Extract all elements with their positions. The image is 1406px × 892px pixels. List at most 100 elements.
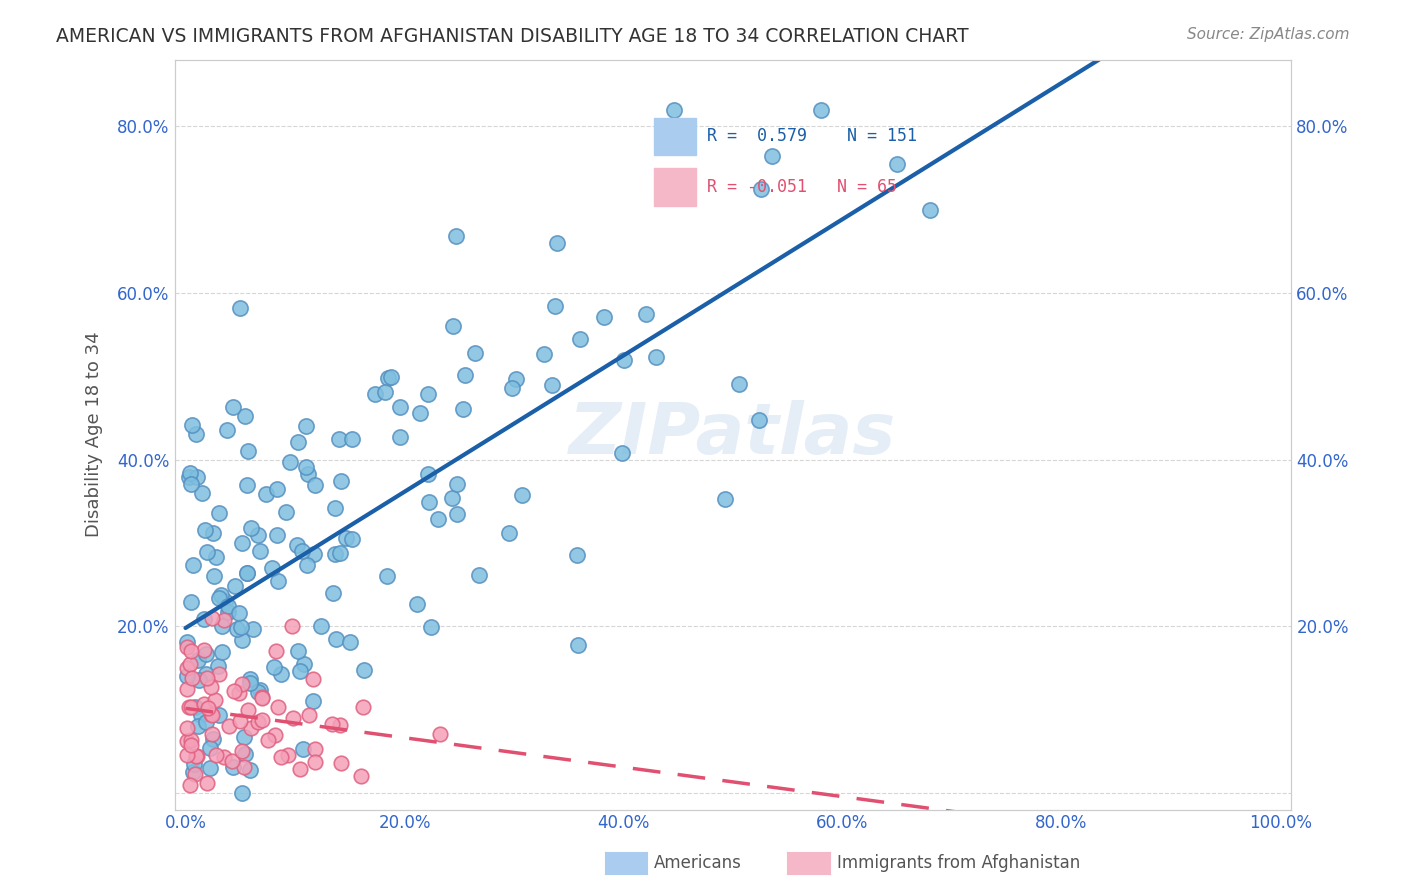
Point (212, 750, 235, 764)
Point (295, 418, 318, 433)
Point (195, 545, 218, 559)
Point (446, 507, 468, 521)
Point (202, 731, 225, 746)
Point (193, 612, 215, 626)
Point (179, 778, 201, 792)
Point (176, 669, 198, 683)
Point (180, 732, 202, 747)
Point (329, 546, 352, 560)
Point (266, 528, 288, 542)
Point (180, 699, 202, 714)
Point (501, 381, 523, 395)
Point (340, 533, 363, 547)
Point (297, 467, 319, 481)
Point (728, 377, 751, 392)
Point (193, 643, 215, 657)
Point (340, 432, 363, 446)
Point (295, 558, 318, 573)
Point (464, 346, 486, 360)
Point (239, 673, 262, 687)
Point (291, 742, 314, 756)
Point (181, 558, 204, 573)
Point (183, 756, 205, 771)
Point (429, 727, 451, 741)
Point (920, 202, 942, 217)
Point (231, 676, 253, 690)
Point (290, 665, 312, 679)
Point (270, 750, 292, 764)
Point (446, 476, 468, 491)
Point (200, 680, 222, 694)
Point (195, 671, 218, 685)
Point (416, 467, 439, 482)
Point (498, 526, 520, 541)
Point (321, 716, 343, 731)
Point (176, 747, 198, 762)
Point (211, 645, 233, 659)
Point (266, 482, 288, 496)
Point (222, 400, 245, 414)
Y-axis label: Disability Age 18 to 34: Disability Age 18 to 34 (86, 332, 103, 537)
Point (662, 103, 685, 117)
Point (205, 550, 228, 565)
Point (440, 491, 463, 506)
Point (212, 613, 235, 627)
Point (187, 652, 209, 666)
Point (636, 307, 658, 321)
Point (201, 726, 224, 740)
Point (451, 402, 474, 417)
Point (184, 767, 207, 781)
Point (200, 707, 222, 722)
Point (239, 676, 262, 690)
Point (181, 672, 204, 686)
Point (329, 756, 352, 770)
Point (238, 703, 260, 717)
Point (325, 547, 347, 561)
Point (194, 524, 217, 538)
Point (256, 732, 278, 747)
Point (228, 301, 250, 315)
Point (200, 761, 222, 775)
Point (418, 495, 440, 509)
Point (186, 427, 208, 442)
Point (250, 713, 273, 727)
Point (546, 236, 568, 251)
Point (236, 566, 259, 580)
Point (593, 310, 616, 324)
Point (249, 682, 271, 697)
Point (249, 544, 271, 558)
Point (335, 531, 357, 545)
Point (198, 741, 221, 756)
Point (176, 635, 198, 649)
Point (350, 769, 373, 783)
Point (748, 413, 770, 427)
Point (209, 588, 232, 602)
Point (380, 370, 402, 384)
Point (224, 578, 246, 592)
Point (208, 707, 231, 722)
Point (323, 500, 346, 515)
Point (267, 574, 290, 589)
Point (264, 644, 287, 658)
Point (277, 748, 299, 763)
Point (208, 667, 231, 681)
Point (186, 749, 208, 764)
Point (228, 607, 250, 621)
Point (218, 719, 240, 733)
Point (374, 385, 396, 400)
Text: R = -0.051   N = 65: R = -0.051 N = 65 (707, 178, 897, 195)
Point (191, 485, 214, 500)
Point (541, 378, 564, 392)
Point (231, 744, 253, 758)
Point (290, 762, 312, 776)
Point (281, 711, 304, 725)
Point (231, 786, 253, 800)
Point (291, 544, 314, 558)
Point (239, 763, 262, 777)
Point (180, 739, 202, 753)
Point (610, 446, 633, 460)
Point (263, 728, 285, 742)
Point (246, 528, 269, 542)
Point (287, 643, 309, 657)
Text: Americans: Americans (654, 855, 742, 872)
